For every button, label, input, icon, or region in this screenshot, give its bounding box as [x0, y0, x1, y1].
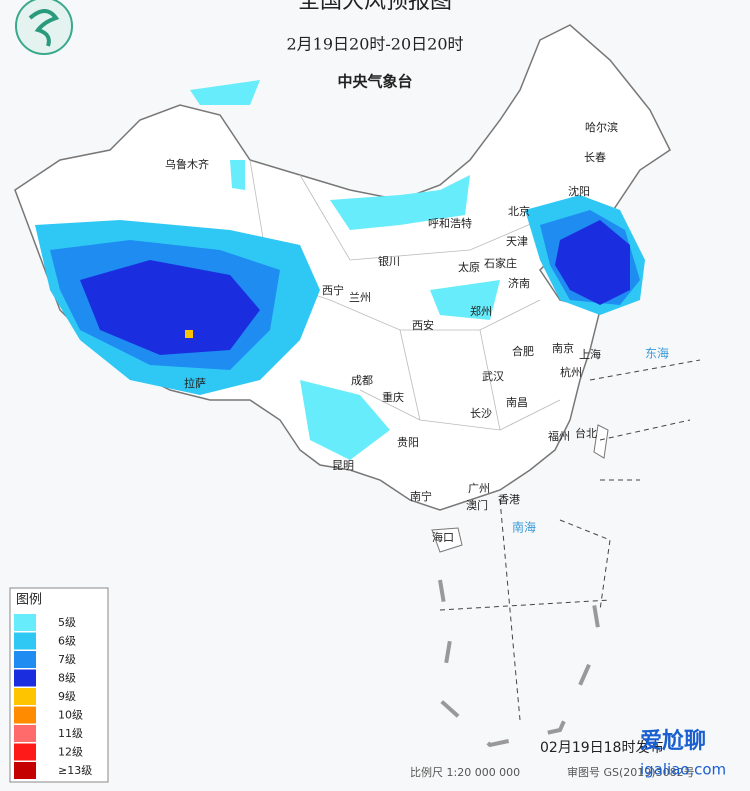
legend-swatch	[14, 725, 36, 742]
taiwan	[593, 424, 609, 459]
legend-swatch	[14, 669, 36, 687]
city-label: 杭州	[560, 365, 582, 379]
map-subtitle: 2月19日20时-20日20时	[286, 35, 463, 54]
city-label: 乌鲁木齐	[165, 157, 209, 171]
sea-boundaries	[439, 359, 701, 721]
wind-area	[300, 380, 390, 460]
watermark-name: 爱尬聊	[640, 728, 706, 754]
wind-area	[330, 175, 470, 230]
legend-label: 8级	[58, 672, 76, 685]
city-label: 天津	[506, 235, 528, 248]
legend-label: 12级	[58, 746, 83, 759]
legend-title: 图例	[16, 593, 42, 608]
sea-label: 东海	[645, 346, 669, 361]
city-label: 南昌	[506, 396, 528, 409]
city-label: 南京	[552, 341, 574, 355]
city-labels: 乌鲁木齐 哈尔滨 长春 沈阳 北京 天津 呼和浩特 石家庄 太原 银川 济南 西…	[165, 120, 669, 544]
city-label: 北京	[508, 204, 530, 218]
city-label: 南宁	[410, 489, 432, 503]
city-label: 郑州	[470, 304, 492, 318]
city-label: 拉萨	[184, 376, 206, 390]
city-label: 哈尔滨	[585, 120, 618, 134]
legend-swatch	[14, 688, 36, 705]
map-title: 全国大风预报图	[298, 0, 452, 14]
nine-dash-line	[437, 579, 603, 748]
city-label: 贵阳	[397, 436, 419, 449]
city-label: 澳门	[466, 498, 488, 512]
city-label: 沈阳	[568, 184, 590, 198]
wind-area	[185, 330, 193, 338]
city-label: 海口	[432, 530, 454, 544]
wind-area	[80, 260, 260, 355]
city-label: 长沙	[470, 407, 492, 420]
city-label: 福州	[548, 429, 570, 443]
city-label: 广州	[468, 482, 490, 495]
city-label: 太原	[458, 261, 480, 274]
city-label: 兰州	[349, 291, 371, 304]
watermark: 爱尬聊 igaliao.com	[640, 728, 726, 779]
legend: 图例 5级 6级 7级 8级 9级 10级 11级 12级 ≥13级	[9, 587, 109, 783]
city-label: 昆明	[332, 459, 354, 472]
city-label: 武汉	[482, 370, 504, 383]
watermark-url: igaliao.com	[640, 761, 726, 779]
issuer: 中央气象台	[337, 73, 412, 91]
legend-swatch	[14, 651, 36, 668]
wind-area	[190, 80, 260, 105]
city-label: 重庆	[382, 390, 404, 404]
wind-area	[230, 160, 245, 190]
city-label: 长春	[584, 151, 606, 164]
legend-swatch	[14, 743, 36, 761]
legend-label: 10级	[58, 709, 83, 722]
wind-areas	[35, 80, 645, 460]
city-label: 上海	[579, 347, 601, 361]
wind-area	[430, 280, 500, 320]
city-label: 香港	[498, 493, 520, 506]
legend-label: 6级	[58, 635, 76, 648]
city-label: 石家庄	[484, 256, 517, 270]
city-label: 银川	[378, 254, 400, 268]
city-label: 呼和浩特	[428, 216, 472, 230]
city-label: 西宁	[322, 283, 344, 297]
city-label: 济南	[508, 276, 530, 290]
legend-swatch	[14, 706, 36, 724]
hainan	[431, 527, 463, 553]
logo	[15, 0, 73, 55]
city-label: 合肥	[512, 344, 534, 358]
issue-time: 02月19日18时发布	[540, 740, 663, 756]
approval-number: 审图号 GS(2019)3082号	[567, 765, 695, 779]
scale: 比例尺 1:20 000 000	[410, 765, 520, 779]
sea-label: 南海	[512, 520, 536, 535]
legend-label: 5级	[58, 616, 76, 629]
legend-swatch	[14, 762, 36, 779]
legend-swatch	[14, 614, 36, 631]
legend-label: 11级	[58, 727, 83, 740]
city-label: 台北	[575, 426, 597, 440]
city-label: 成都	[351, 374, 373, 387]
legend-label: 9级	[58, 690, 76, 703]
wind-area	[555, 220, 630, 305]
legend-swatch	[14, 632, 36, 650]
city-label: 西安	[412, 318, 434, 332]
legend-label: 7级	[58, 653, 76, 666]
legend-label: ≥13级	[58, 764, 92, 777]
